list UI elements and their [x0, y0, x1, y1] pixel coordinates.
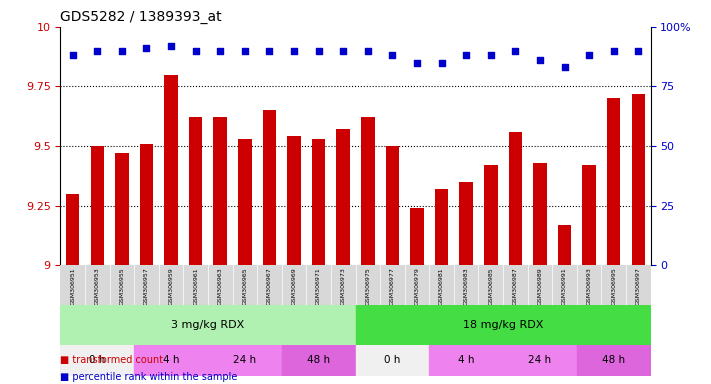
Point [608, 48, 619, 54]
Text: GSM306961: GSM306961 [193, 267, 198, 305]
Point [289, 48, 300, 54]
Point [461, 52, 472, 58]
Point [584, 52, 595, 58]
Point [141, 45, 152, 51]
Text: 24 h: 24 h [233, 356, 257, 366]
Text: GSM306951: GSM306951 [70, 267, 75, 305]
Text: GSM306953: GSM306953 [95, 267, 100, 305]
Point [190, 48, 201, 54]
Text: GSM306965: GSM306965 [242, 267, 247, 305]
Text: GSM306963: GSM306963 [218, 267, 223, 305]
Text: GSM306955: GSM306955 [119, 267, 124, 305]
Point [239, 48, 250, 54]
Bar [213, 118, 227, 265]
Text: GSM306983: GSM306983 [464, 267, 469, 305]
Bar [582, 165, 596, 265]
Text: ■ transformed count: ■ transformed count [60, 355, 164, 365]
Bar [66, 194, 80, 265]
Text: 4 h: 4 h [163, 356, 179, 366]
Point [633, 48, 644, 54]
Bar [115, 153, 129, 265]
Bar [484, 165, 498, 265]
Point [411, 60, 422, 66]
Text: GSM306997: GSM306997 [636, 267, 641, 305]
Point [485, 52, 496, 58]
Bar [410, 208, 424, 265]
Text: GSM306967: GSM306967 [267, 267, 272, 305]
Point [67, 52, 78, 58]
Point [215, 48, 226, 54]
Text: ■ percentile rank within the sample: ■ percentile rank within the sample [60, 372, 237, 382]
Bar [336, 129, 350, 265]
Point [338, 48, 349, 54]
Text: 0 h: 0 h [89, 356, 105, 366]
Bar [134, 344, 208, 376]
Text: GSM306957: GSM306957 [144, 267, 149, 305]
Bar [90, 146, 104, 265]
Text: GSM306985: GSM306985 [488, 267, 493, 305]
Text: 24 h: 24 h [528, 356, 552, 366]
Text: GSM306973: GSM306973 [341, 267, 346, 305]
Text: 3 mg/kg RDX: 3 mg/kg RDX [171, 320, 245, 330]
Bar [557, 225, 571, 265]
Point [362, 48, 373, 54]
Text: GSM306991: GSM306991 [562, 267, 567, 305]
Text: 0 h: 0 h [384, 356, 400, 366]
Point [166, 43, 177, 49]
Point [436, 60, 447, 66]
Text: GSM306993: GSM306993 [587, 267, 592, 305]
Bar [361, 118, 375, 265]
Text: GSM306995: GSM306995 [611, 267, 616, 305]
Bar [533, 163, 547, 265]
Text: GSM306959: GSM306959 [169, 267, 173, 305]
Bar [60, 344, 134, 376]
Bar [508, 132, 522, 265]
Bar [208, 344, 282, 376]
Point [387, 52, 398, 58]
Point [264, 48, 275, 54]
Bar [164, 74, 178, 265]
Point [559, 64, 570, 70]
Bar [503, 344, 577, 376]
Text: GSM306977: GSM306977 [390, 267, 395, 305]
Text: GSM306975: GSM306975 [365, 267, 370, 305]
Point [313, 48, 324, 54]
Text: GSM306987: GSM306987 [513, 267, 518, 305]
Bar [385, 146, 399, 265]
Text: GDS5282 / 1389393_at: GDS5282 / 1389393_at [60, 10, 222, 25]
Point [116, 48, 127, 54]
Text: 48 h: 48 h [307, 356, 330, 366]
Bar [459, 182, 473, 265]
Bar [435, 189, 449, 265]
Bar [356, 344, 429, 376]
Bar [631, 94, 645, 265]
Bar [282, 344, 356, 376]
Bar [262, 110, 276, 265]
Text: GSM306981: GSM306981 [439, 267, 444, 305]
Text: 48 h: 48 h [602, 356, 625, 366]
Bar [356, 305, 651, 344]
Bar [287, 136, 301, 265]
Text: GSM306989: GSM306989 [538, 267, 542, 305]
Bar [429, 344, 503, 376]
Bar [577, 344, 651, 376]
Text: GSM306971: GSM306971 [316, 267, 321, 305]
Bar [607, 98, 621, 265]
Text: 18 mg/kg RDX: 18 mg/kg RDX [463, 320, 543, 330]
Bar [238, 139, 252, 265]
Text: 4 h: 4 h [458, 356, 474, 366]
Bar [312, 139, 326, 265]
Point [510, 48, 521, 54]
Bar [60, 305, 356, 344]
Bar [189, 118, 203, 265]
Point [92, 48, 103, 54]
Text: GSM306969: GSM306969 [292, 267, 296, 305]
Text: GSM306979: GSM306979 [415, 267, 419, 305]
Bar [140, 144, 154, 265]
Point [534, 57, 545, 63]
